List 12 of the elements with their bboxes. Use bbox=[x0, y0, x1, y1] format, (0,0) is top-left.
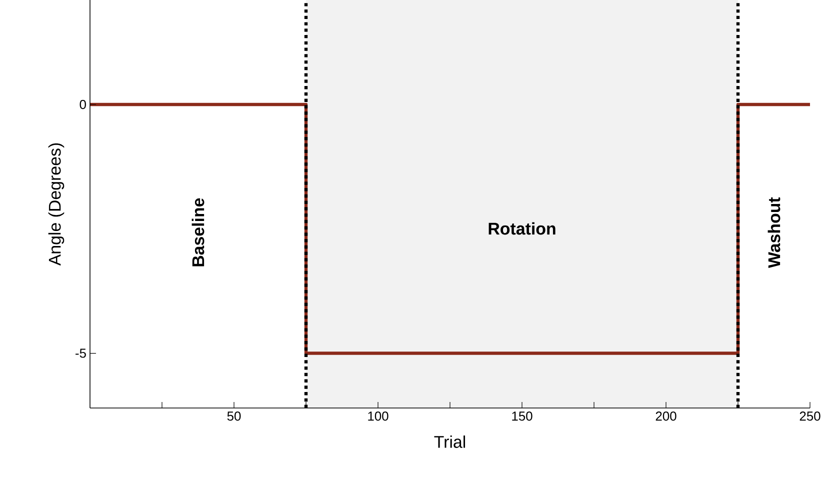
y-tick-label: -5 bbox=[76, 348, 86, 358]
y-tick-label: 0 bbox=[80, 100, 86, 110]
annotation: Washout bbox=[768, 197, 780, 268]
annotation: Baseline bbox=[192, 198, 204, 266]
band-label: Rotation bbox=[488, 222, 556, 235]
x-axis-title: Trial bbox=[434, 436, 466, 448]
x-tick-label: 150 bbox=[512, 412, 532, 421]
x-tick-label: 200 bbox=[656, 412, 676, 421]
x-tick-label: 50 bbox=[227, 412, 241, 421]
y-axis-title: Angle (Degrees) bbox=[48, 143, 64, 266]
x-tick-label: 100 bbox=[368, 412, 388, 421]
x-tick-label: 250 bbox=[800, 412, 820, 421]
